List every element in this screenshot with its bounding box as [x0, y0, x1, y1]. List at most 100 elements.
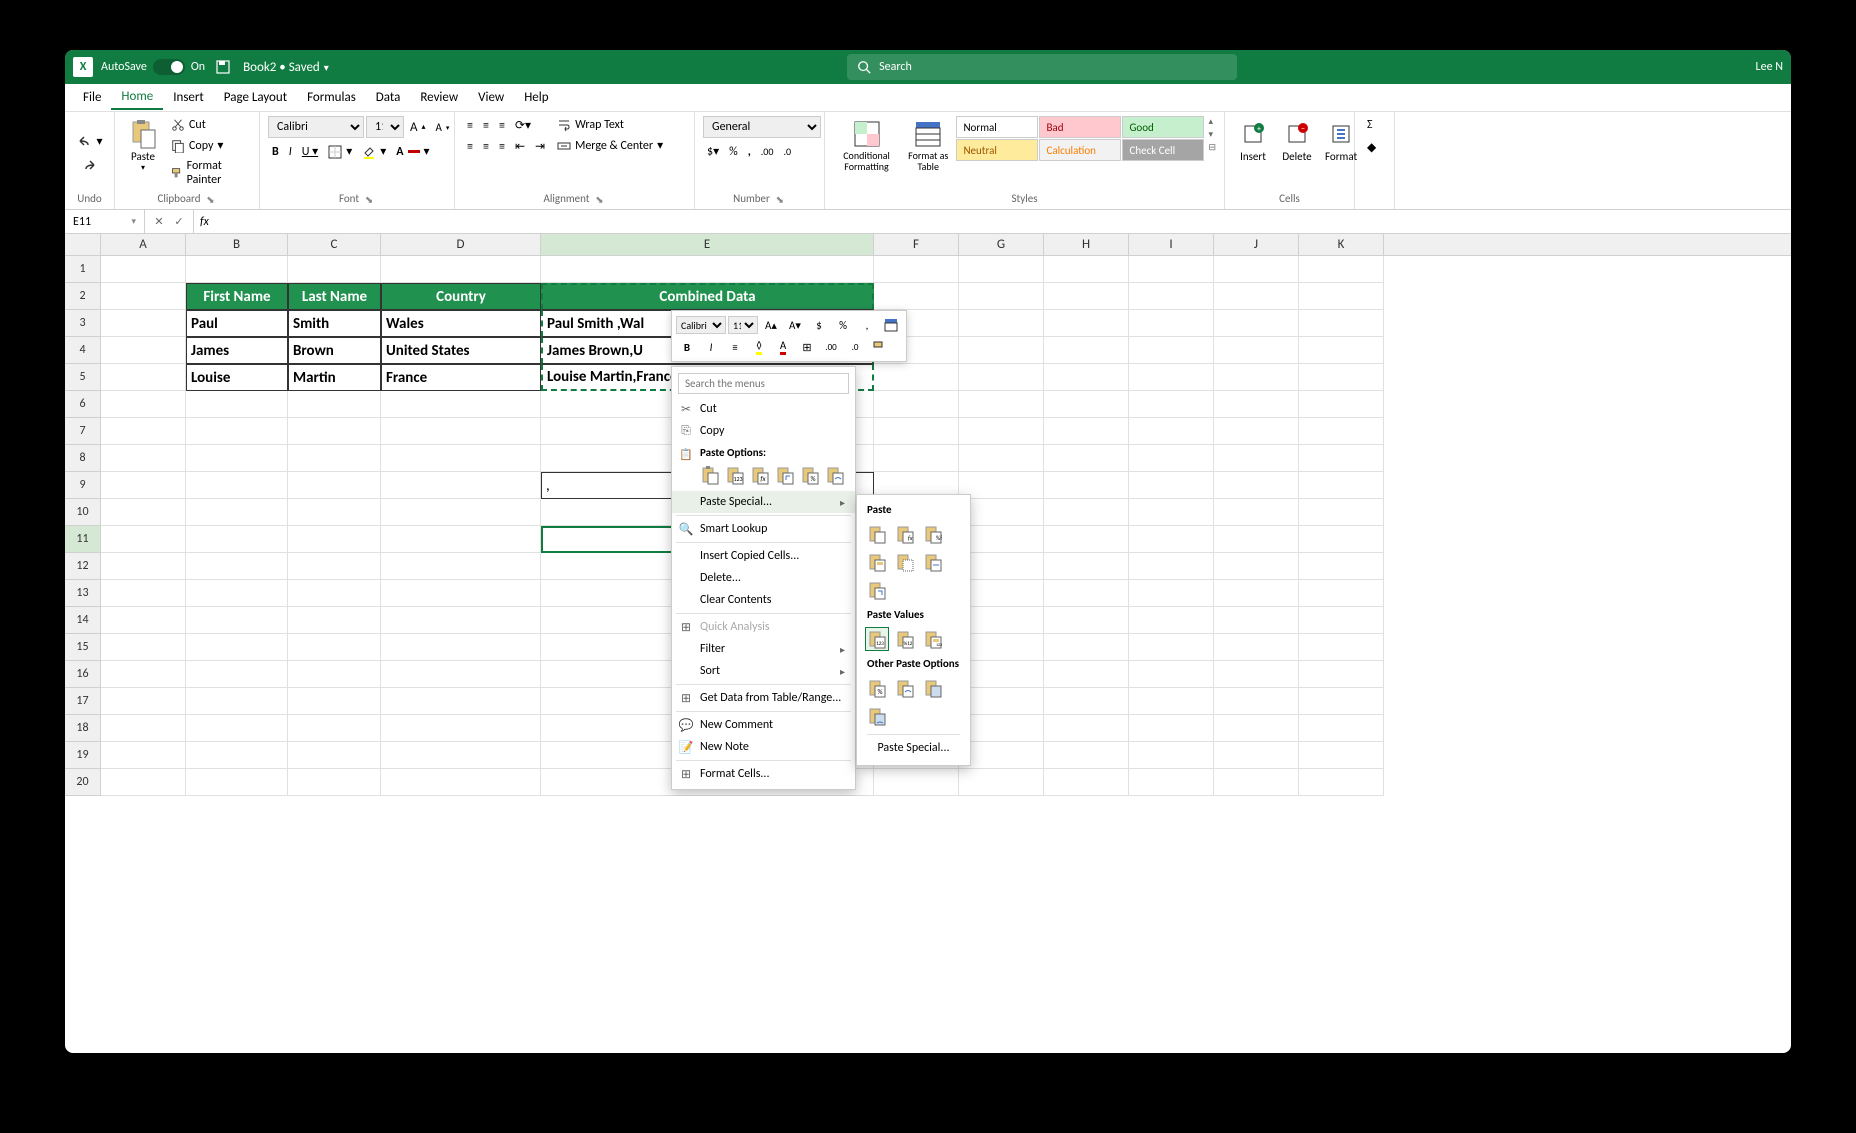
cell-H8[interactable] [1044, 445, 1129, 472]
cell-C16[interactable] [288, 661, 381, 688]
paste-option-formatting[interactable]: % [799, 463, 820, 487]
cell-A18[interactable] [101, 715, 186, 742]
cell-H12[interactable] [1044, 553, 1129, 580]
save-icon[interactable] [215, 59, 231, 75]
align-middle-button[interactable]: ≡ [479, 117, 493, 135]
cell-J19[interactable] [1214, 742, 1299, 769]
cell-A7[interactable] [101, 418, 186, 445]
cell-I16[interactable] [1129, 661, 1214, 688]
paste-button[interactable]: Paste▾ [123, 116, 163, 175]
paste-option-link[interactable] [824, 463, 845, 487]
paste-formulas-formatting-icon[interactable]: %fx [921, 522, 945, 546]
cell-I4[interactable] [1129, 337, 1214, 364]
paste-values-formatting-icon[interactable]: %12 [893, 627, 917, 651]
cancel-formula-button[interactable]: ✕ [151, 214, 167, 230]
ctx-get-data[interactable]: ⊞Get Data from Table/Range... [672, 687, 855, 709]
ctx-filter[interactable]: Filter▸ [672, 638, 855, 660]
cell-G1[interactable] [959, 256, 1044, 283]
cell-K1[interactable] [1299, 256, 1384, 283]
alignment-dialog-launcher[interactable]: ⬊ [594, 193, 606, 205]
cell-J10[interactable] [1214, 499, 1299, 526]
cell-I11[interactable] [1129, 526, 1214, 553]
cell-D9[interactable] [381, 472, 541, 499]
cell-A4[interactable] [101, 337, 186, 364]
style-neutral[interactable]: Neutral [956, 139, 1038, 161]
cell-B3[interactable]: Paul [186, 310, 288, 337]
decrease-font-button[interactable]: A▾ [432, 119, 454, 136]
number-format-select[interactable]: General [703, 116, 821, 138]
ctx-sort[interactable]: Sort▸ [672, 660, 855, 682]
cell-G15[interactable] [959, 634, 1044, 661]
submenu-paste-special-dialog[interactable]: Paste Special... [863, 737, 964, 759]
cell-H5[interactable] [1044, 364, 1129, 391]
cell-G16[interactable] [959, 661, 1044, 688]
cell-C13[interactable] [288, 580, 381, 607]
cell-E2[interactable]: Combined Data [541, 283, 874, 310]
col-header-C[interactable]: C [288, 234, 381, 255]
row-header-20[interactable]: 20 [65, 769, 101, 796]
border-button[interactable]: ▾ [324, 142, 356, 161]
paste-formulas-icon[interactable]: fx [893, 522, 917, 546]
cell-B19[interactable] [186, 742, 288, 769]
cell-C12[interactable] [288, 553, 381, 580]
cell-H14[interactable] [1044, 607, 1129, 634]
col-header-G[interactable]: G [959, 234, 1044, 255]
mini-bold[interactable]: B [676, 337, 698, 357]
cell-F20[interactable] [874, 769, 959, 796]
cell-K8[interactable] [1299, 445, 1384, 472]
row-header-18[interactable]: 18 [65, 715, 101, 742]
font-color-button[interactable]: A▾ [392, 142, 433, 161]
cell-J12[interactable] [1214, 553, 1299, 580]
cell-J14[interactable] [1214, 607, 1299, 634]
cell-C7[interactable] [288, 418, 381, 445]
col-header-B[interactable]: B [186, 234, 288, 255]
fill-color-button[interactable]: ▾ [358, 142, 390, 161]
cell-K12[interactable] [1299, 553, 1384, 580]
paste-all-icon[interactable] [865, 522, 889, 546]
cell-J5[interactable] [1214, 364, 1299, 391]
mini-increase-font[interactable]: A▴ [760, 315, 782, 335]
cell-C18[interactable] [288, 715, 381, 742]
cell-I3[interactable] [1129, 310, 1214, 337]
menu-page-layout[interactable]: Page Layout [214, 86, 297, 109]
cell-C17[interactable] [288, 688, 381, 715]
row-header-16[interactable]: 16 [65, 661, 101, 688]
paste-keep-source-icon[interactable] [865, 550, 889, 574]
font-name-select[interactable]: Calibri [268, 116, 364, 138]
cell-D16[interactable] [381, 661, 541, 688]
row-header-7[interactable]: 7 [65, 418, 101, 445]
mini-font-size[interactable]: 11 [728, 316, 758, 334]
comma-button[interactable]: , [744, 143, 755, 161]
paste-option-formulas[interactable]: fx [750, 463, 771, 487]
cell-D1[interactable] [381, 256, 541, 283]
menu-data[interactable]: Data [366, 86, 411, 109]
mini-font-name[interactable]: Calibri [676, 316, 726, 334]
cell-K19[interactable] [1299, 742, 1384, 769]
cell-I5[interactable] [1129, 364, 1214, 391]
cell-A13[interactable] [101, 580, 186, 607]
cell-C8[interactable] [288, 445, 381, 472]
row-header-8[interactable]: 8 [65, 445, 101, 472]
cell-H9[interactable] [1044, 472, 1129, 499]
cell-K20[interactable] [1299, 769, 1384, 796]
styles-scroll-up[interactable]: ▴ [1208, 116, 1216, 127]
accounting-button[interactable]: $▾ [703, 142, 723, 161]
format-as-table-button[interactable]: Format as Table [904, 116, 952, 174]
mini-comma[interactable]: , [856, 315, 878, 335]
cell-C6[interactable] [288, 391, 381, 418]
cell-B17[interactable] [186, 688, 288, 715]
align-top-button[interactable]: ≡ [463, 117, 477, 135]
cell-H16[interactable] [1044, 661, 1129, 688]
cell-G11[interactable] [959, 526, 1044, 553]
cell-B16[interactable] [186, 661, 288, 688]
cell-D8[interactable] [381, 445, 541, 472]
cell-J8[interactable] [1214, 445, 1299, 472]
cell-A12[interactable] [101, 553, 186, 580]
row-header-19[interactable]: 19 [65, 742, 101, 769]
cell-I7[interactable] [1129, 418, 1214, 445]
cell-J7[interactable] [1214, 418, 1299, 445]
cell-B4[interactable]: James [186, 337, 288, 364]
cell-A6[interactable] [101, 391, 186, 418]
cell-J15[interactable] [1214, 634, 1299, 661]
cell-C9[interactable] [288, 472, 381, 499]
